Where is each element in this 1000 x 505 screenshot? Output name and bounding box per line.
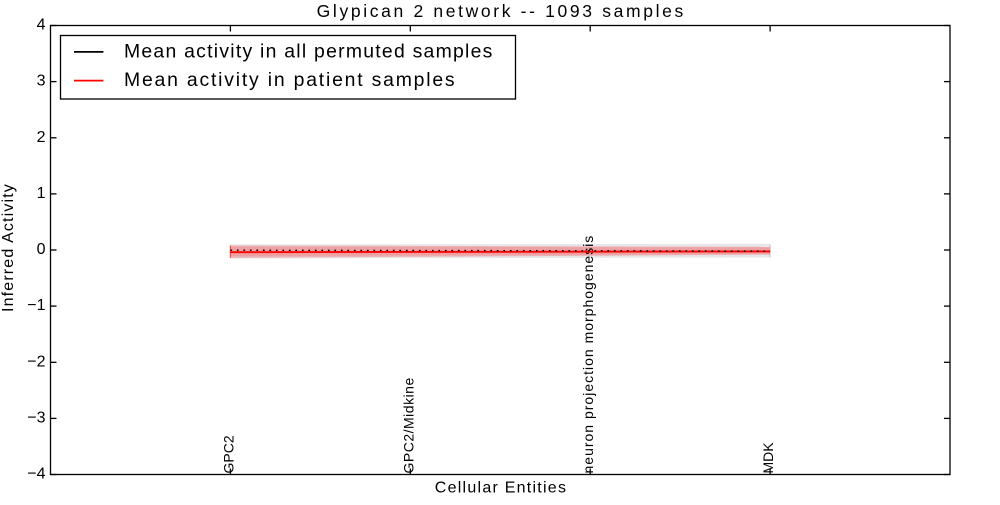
svg-text:−3: −3 [27, 409, 45, 426]
svg-text:neuron projection morphogenesi: neuron projection morphogenesis [580, 235, 596, 474]
svg-text:4: 4 [37, 17, 46, 34]
svg-text:Mean activity in all permuted: Mean activity in all permuted samples [124, 41, 494, 63]
svg-text:GPC2: GPC2 [220, 435, 236, 473]
svg-text:Mean activity in patient sampl: Mean activity in patient samples [124, 69, 456, 91]
svg-text:3: 3 [37, 73, 46, 90]
svg-text:Cellular Entities: Cellular Entities [435, 479, 567, 496]
svg-text:−2: −2 [27, 353, 45, 370]
svg-text:Glypican 2 network -- 1093 sam: Glypican 2 network -- 1093 samples [317, 1, 686, 21]
svg-text:MDK: MDK [760, 442, 776, 474]
svg-text:0: 0 [37, 241, 46, 258]
svg-text:2: 2 [37, 129, 46, 146]
svg-text:−4: −4 [27, 466, 45, 483]
svg-text:1: 1 [37, 185, 46, 202]
svg-text:Inferred Activity: Inferred Activity [0, 183, 17, 312]
svg-text:GPC2/Midkine: GPC2/Midkine [400, 377, 416, 473]
svg-text:−1: −1 [27, 297, 45, 314]
